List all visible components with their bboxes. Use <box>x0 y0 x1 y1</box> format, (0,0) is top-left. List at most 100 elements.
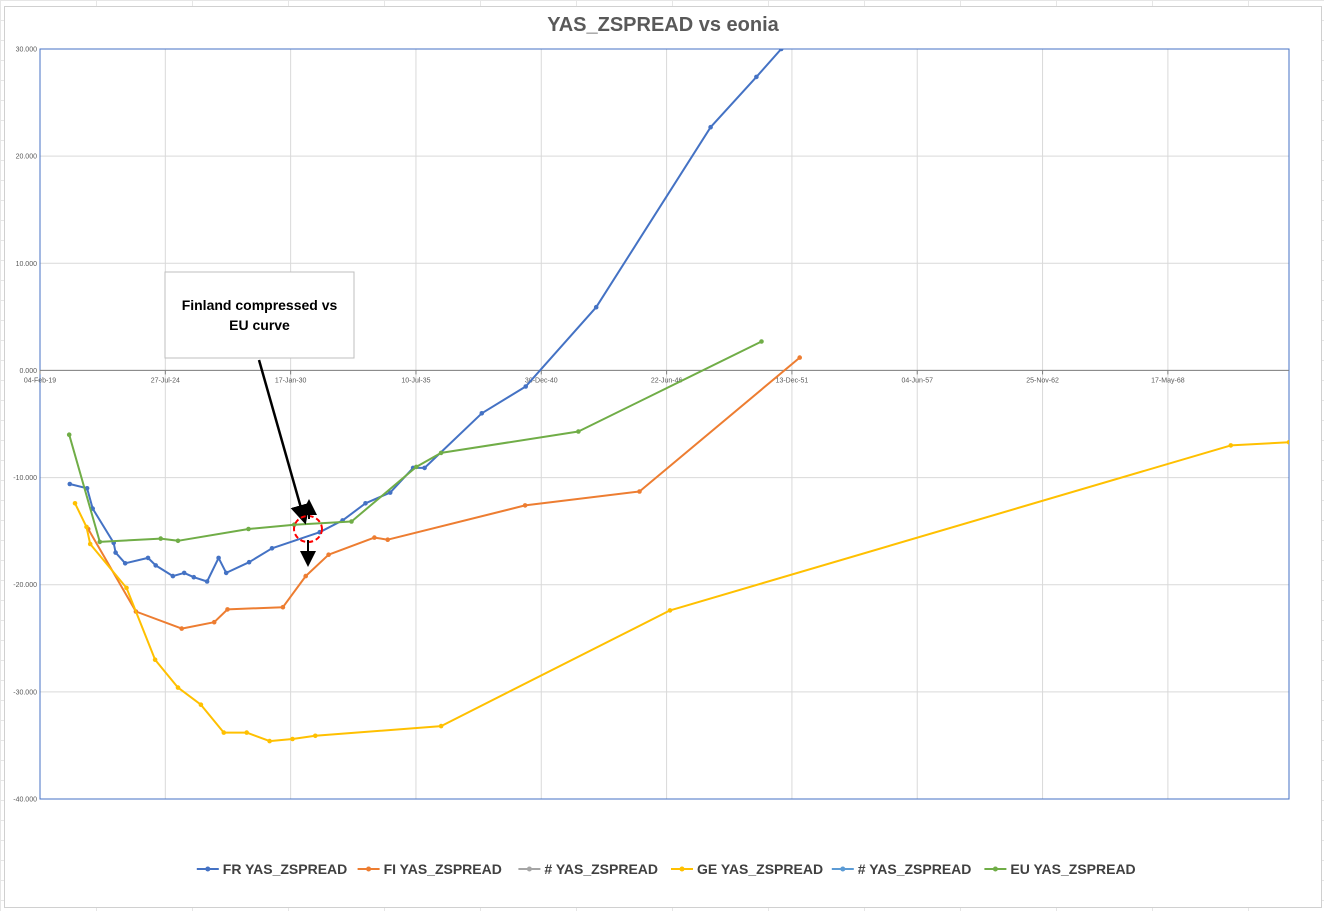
y-tick-label: -40.000 <box>13 797 37 804</box>
x-tick-label: 04-Feb-19 <box>24 377 56 384</box>
data-point <box>152 657 158 662</box>
data-point <box>778 49 784 52</box>
data-point <box>170 573 176 579</box>
data-point <box>246 526 251 532</box>
data-point <box>290 736 295 742</box>
data-point <box>225 607 230 612</box>
data-point <box>280 604 286 610</box>
data-point <box>179 626 184 631</box>
legend-item[interactable]: FR YAS_ZSPREAD <box>196 861 347 877</box>
data-point <box>313 733 318 739</box>
data-point <box>303 573 309 579</box>
series-line <box>68 340 762 543</box>
data-point <box>1228 443 1234 448</box>
y-tick-label: -20.000 <box>13 582 37 589</box>
data-point <box>523 384 528 389</box>
data-point <box>372 535 377 540</box>
data-point <box>269 546 275 551</box>
y-tick-label: 20.000 <box>16 154 38 161</box>
plot-area-border <box>39 48 1290 800</box>
legend-item[interactable]: EU YAS_ZSPREAD <box>984 861 1136 877</box>
data-point <box>181 570 187 576</box>
legend-marker <box>366 866 372 872</box>
data-point <box>1286 439 1289 445</box>
highlight-circle <box>293 515 323 543</box>
x-tick-label: 04-Jun-57 <box>901 377 933 384</box>
annotation-line-1: Finland compressed vs <box>182 297 338 313</box>
data-point <box>122 561 128 566</box>
data-point <box>438 450 444 456</box>
data-point <box>267 738 272 744</box>
legend-item[interactable]: # YAS_ZSPREAD <box>831 861 972 877</box>
legend: FR YAS_ZSPREAD FI YAS_ZSPREAD # YAS_ZSPREA… <box>196 861 1136 877</box>
legend-label: # YAS_ZSPREAD <box>544 861 658 877</box>
y-tick-label: 0.000 <box>19 368 37 375</box>
data-point <box>191 574 197 580</box>
data-point <box>326 552 331 557</box>
legend-marker <box>526 866 532 872</box>
series-fi-yas-zspread <box>85 355 802 631</box>
data-point <box>759 339 764 344</box>
data-point <box>113 550 118 555</box>
legend-label: FR YAS_ZSPREAD <box>223 861 347 877</box>
data-point <box>363 501 368 506</box>
legend-item[interactable]: GE YAS_ZSPREAD <box>671 861 823 877</box>
data-point <box>97 539 103 545</box>
legend-marker <box>840 866 846 872</box>
chart-svg: YAS_ZSPREAD vs eonia 30.000 20.000 10.000 0… <box>13 14 1290 877</box>
legend-marker <box>992 866 998 872</box>
legend-marker <box>679 866 685 872</box>
x-tick-label: 10-Jul-35 <box>401 377 430 384</box>
y-tick-label: -10.000 <box>13 475 37 482</box>
data-point <box>387 490 393 495</box>
data-point <box>246 559 252 565</box>
annotation: Finland compressed vs EU curve <box>164 271 355 567</box>
x-tick-label: 25-Nov-62 <box>1026 377 1059 384</box>
x-tick-label: 17-Jan-30 <box>275 377 307 384</box>
data-point <box>385 537 391 542</box>
data-point <box>198 702 204 707</box>
x-tick-label: 30-Dec-40 <box>525 377 558 384</box>
legend-label: # YAS_ZSPREAD <box>858 861 972 877</box>
y-tick-label: -30.000 <box>13 689 37 696</box>
series-eu-yas-zspread <box>66 339 764 545</box>
legend-item[interactable]: FI YAS_ZSPREAD <box>357 861 502 877</box>
data-point <box>637 489 642 494</box>
series-line <box>87 356 801 630</box>
data-point <box>438 723 444 729</box>
data-point <box>204 579 210 584</box>
x-tick-label: 13-Dec-51 <box>776 377 809 384</box>
data-point <box>84 486 90 491</box>
data-point <box>708 124 713 130</box>
series-line <box>74 441 1289 743</box>
data-point <box>221 730 227 735</box>
data-point <box>66 432 72 438</box>
x-tick-label: 17-May-68 <box>1151 377 1185 384</box>
data-point <box>754 74 759 80</box>
data-point <box>72 501 78 506</box>
data-point <box>422 465 427 471</box>
series-fr-yas-zspread <box>67 49 784 584</box>
data-point <box>479 411 485 416</box>
chart-area[interactable]: YAS_ZSPREAD vs eonia 30.000 20.000 10.000 0… <box>4 6 1322 908</box>
data-point <box>67 481 73 487</box>
series-line <box>69 49 782 583</box>
data-point <box>667 608 673 613</box>
annotation-line-2: EU curve <box>229 317 290 333</box>
data-point <box>223 570 229 576</box>
data-point <box>216 555 221 561</box>
chart-title: YAS_ZSPREAD vs eonia <box>547 14 779 36</box>
gridlines <box>39 48 1289 800</box>
data-point <box>175 538 181 544</box>
data-point <box>797 355 802 360</box>
data-point <box>414 464 419 470</box>
data-point <box>175 685 181 690</box>
x-tick-label: 27-Jul-24 <box>151 377 180 384</box>
x-tick-label: 22-Jun-46 <box>651 377 683 384</box>
legend-label: GE YAS_ZSPREAD <box>697 861 823 877</box>
data-point <box>211 619 217 625</box>
legend-marker <box>205 866 211 872</box>
data-point <box>124 585 129 591</box>
legend-item[interactable]: # YAS_ZSPREAD <box>518 861 658 877</box>
legend-label: EU YAS_ZSPREAD <box>1010 861 1135 877</box>
